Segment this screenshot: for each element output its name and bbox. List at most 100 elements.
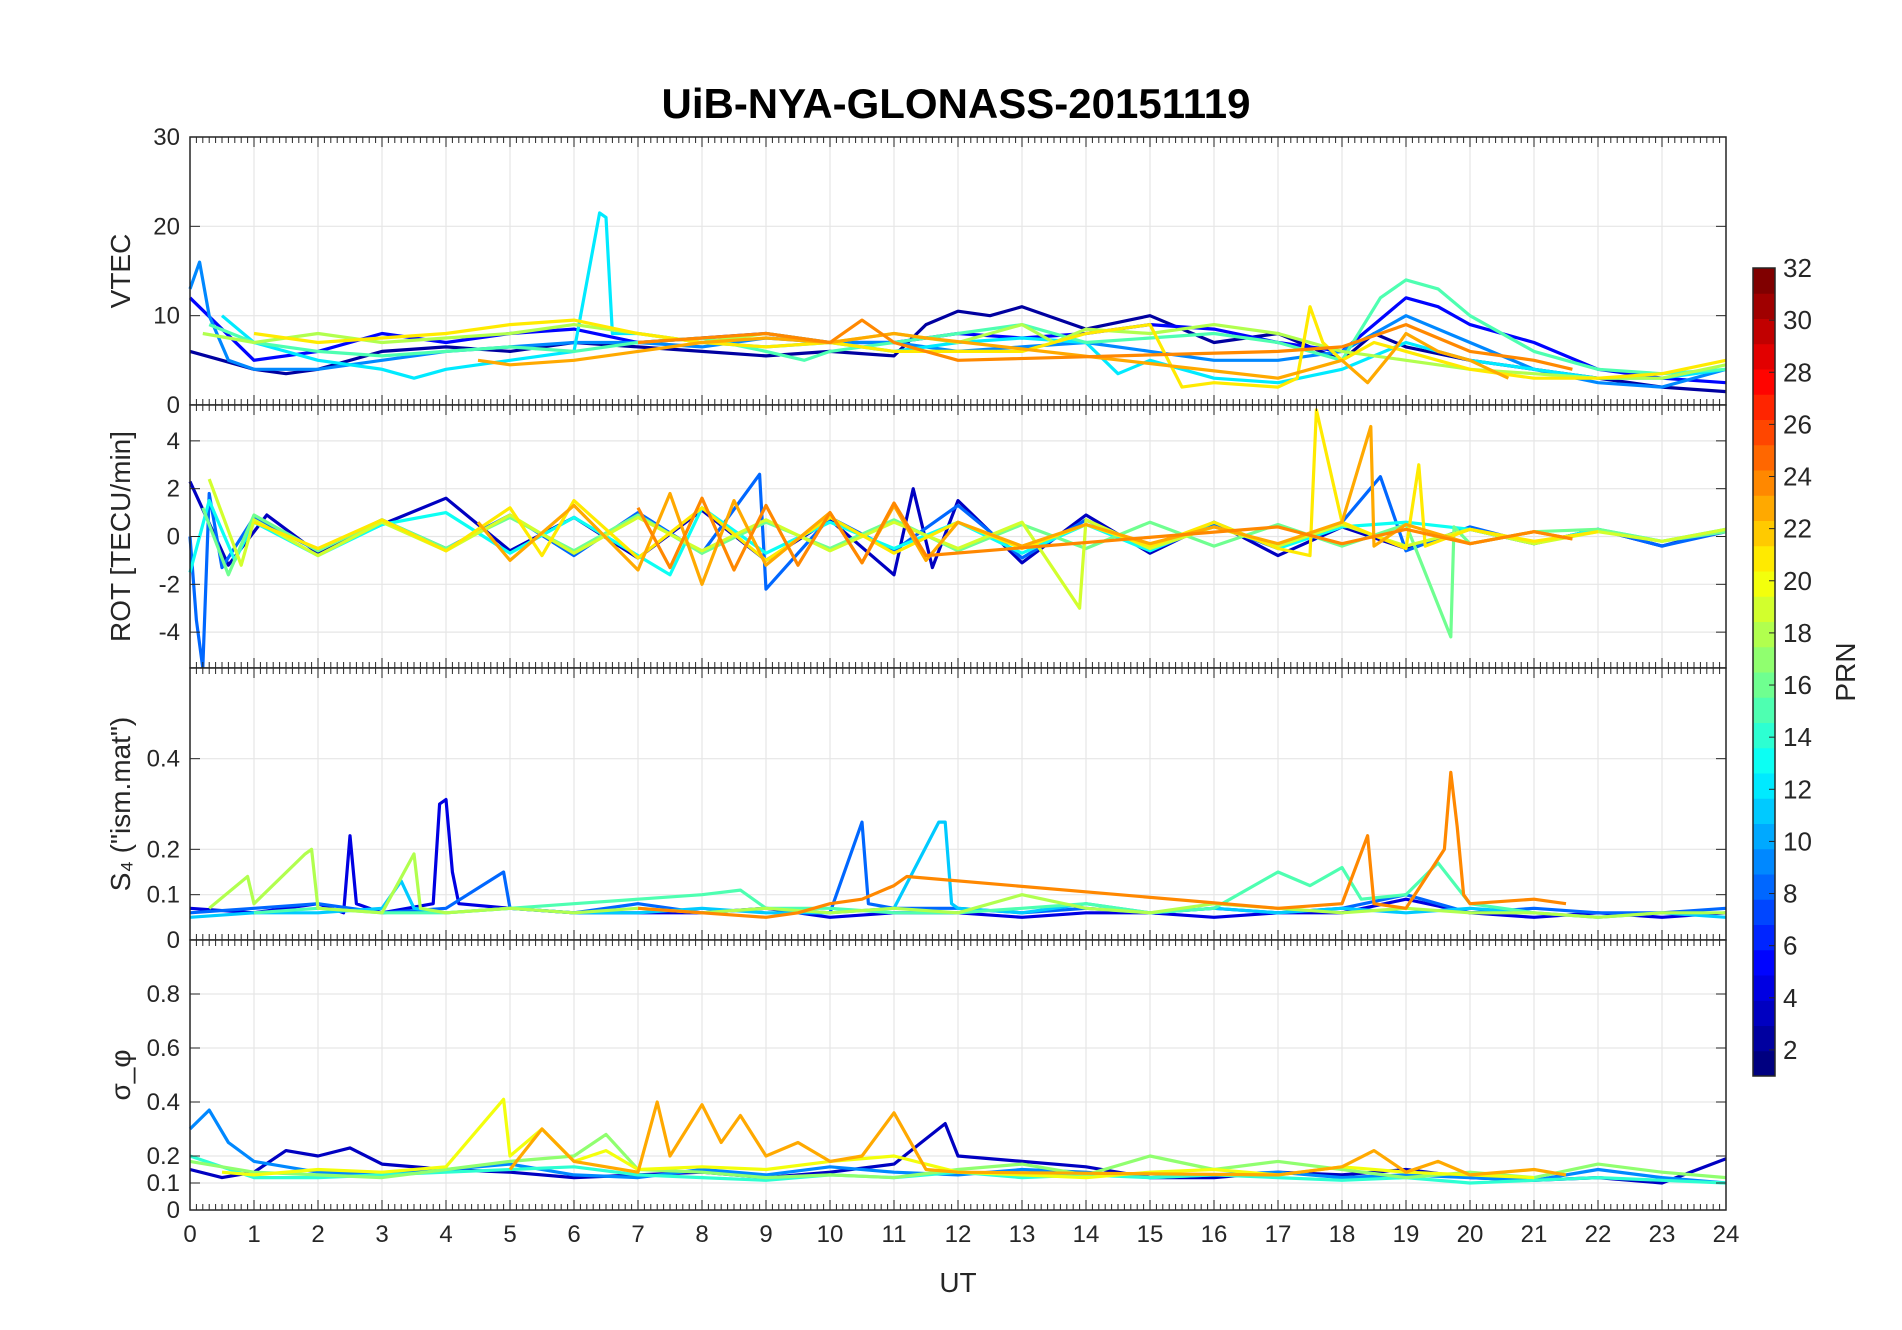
rot-ytick-label-2: 0 [167, 524, 180, 551]
sigma-phi-axes [189, 939, 1727, 1211]
colorbar-segment-16 [1753, 672, 1775, 698]
x-tick-label-20: 20 [1457, 1221, 1484, 1248]
colorbar-segment-27 [1753, 394, 1775, 420]
colorbar-segment-14 [1753, 722, 1775, 749]
vtec-series [188, 211, 1727, 394]
colorbar-segment-23 [1753, 495, 1775, 521]
vtec-ytick-label-1: 10 [153, 303, 180, 330]
panel-s4: 0 0.1 0.2 0.4 S₄ ("ism.mat") [105, 667, 1727, 954]
colorbar-segment-9 [1753, 848, 1775, 875]
vtec-series-prn-15 [208, 278, 1727, 376]
s4-ytick-label-2: 0.2 [147, 836, 180, 863]
vtec-y-label: VTEC [105, 234, 136, 309]
colorbar-segment-22 [1753, 520, 1775, 547]
vtec-series-prn-9 [188, 260, 1727, 389]
x-tick-label-10: 10 [817, 1221, 844, 1248]
sigma-phi-y-ticks: 00.10.2 0.4 0.6 0.8 [147, 981, 1726, 1224]
colorbar-tick-label-12: 12 [1783, 774, 1812, 804]
x-tick-label-23: 23 [1649, 1221, 1676, 1248]
colorbar-segment-19 [1753, 596, 1775, 622]
colorbar-segment-2 [1753, 1025, 1775, 1052]
x-tick-label-8: 8 [695, 1221, 708, 1248]
colorbar-segments [1753, 268, 1775, 1077]
colorbar-tick-label-20: 20 [1783, 566, 1812, 596]
rot-ytick-label-1: -2 [159, 571, 180, 598]
colorbar-segment-3 [1753, 1000, 1775, 1026]
colorbar-segment-21 [1753, 545, 1775, 572]
vtec-ytick-label-2: 20 [153, 213, 180, 240]
x-axis-ticks: 0 1 2 3 4 5 6 7 8 9 10 11 12 13 14 15 16 17 18 19 20 21 22 23 24 [183, 1221, 1739, 1248]
colorbar-segment-15 [1753, 697, 1775, 723]
colorbar-tick-label-16: 16 [1783, 670, 1812, 700]
x-tick-label-22: 22 [1585, 1221, 1612, 1248]
colorbar-segment-28 [1753, 369, 1775, 395]
x-tick-label-24: 24 [1713, 1221, 1740, 1248]
panel-vtec: 0 10 20 30 VTEC [105, 124, 1727, 419]
colorbar-tick-label-30: 30 [1783, 305, 1812, 335]
s4-ytick-label-1: 0.1 [147, 882, 180, 909]
sigma-phi-ytick-label-1: 0.1 [147, 1170, 180, 1197]
x-tick-label-9: 9 [759, 1221, 772, 1248]
s4-axes [189, 667, 1727, 941]
x-tick-label-18: 18 [1329, 1221, 1356, 1248]
colorbar-segment-10 [1753, 823, 1775, 850]
chart-title: UiB-NYA-GLONASS-20151119 [661, 80, 1250, 127]
colorbar-tick-label-4: 4 [1783, 983, 1797, 1013]
sigma-phi-ytick-label-4: 0.6 [147, 1035, 180, 1062]
colorbar-segment-11 [1753, 798, 1775, 824]
panel-rot: -4 -2 0 2 4 ROT [TECU/min] [105, 404, 1727, 670]
s4-ytick-label-0: 0 [167, 927, 180, 954]
colorbar-tick-label-8: 8 [1783, 879, 1797, 909]
x-tick-label-4: 4 [439, 1221, 452, 1248]
colorbar-frame [1752, 267, 1776, 1077]
x-tick-label-2: 2 [311, 1221, 324, 1248]
colorbar-segment-20 [1753, 571, 1775, 597]
vtec-y-ticks: 0 10 20 30 [153, 124, 1726, 419]
x-tick-label-12: 12 [945, 1221, 972, 1248]
x-tick-label-14: 14 [1073, 1221, 1100, 1248]
colorbar-segment-6 [1753, 924, 1775, 951]
colorbar-tick-label-18: 18 [1783, 618, 1812, 648]
colorbar-segment-26 [1753, 419, 1775, 446]
s4-series-prn-11 [189, 820, 1727, 919]
rot-y-label: ROT [TECU/min] [105, 431, 136, 642]
x-tick-label-3: 3 [375, 1221, 388, 1248]
sigma-phi-series-prn-9 [188, 1108, 1727, 1185]
s4-series-prn-24 [637, 770, 1567, 919]
colorbar-segment-17 [1753, 646, 1775, 673]
colorbar-segment-25 [1753, 444, 1775, 471]
s4-series-prn-8 [189, 820, 1727, 915]
colorbar-label: PRN [1830, 642, 1861, 701]
x-tick-label-13: 13 [1009, 1221, 1036, 1248]
colorbar-tick-label-24: 24 [1783, 462, 1812, 492]
s4-y-label: S₄ ("ism.mat") [105, 717, 136, 891]
sigma-phi-ytick-label-3: 0.4 [147, 1089, 180, 1116]
vtec-ytick-label-0: 0 [167, 392, 180, 419]
panel-sigma-phi: 00.10.2 0.4 0.6 0.8 σ_φ [105, 939, 1727, 1224]
colorbar-segment-4 [1753, 975, 1775, 1001]
colorbar-segment-29 [1753, 343, 1775, 370]
colorbar-tick-label-26: 26 [1783, 409, 1812, 439]
s4-ytick-label-3: 0.4 [147, 746, 180, 773]
sigma-phi-ytick-label-5: 0.8 [147, 981, 180, 1008]
x-tick-label-16: 16 [1201, 1221, 1228, 1248]
vtec-series-prn-24 [637, 318, 1573, 371]
colorbar-segment-12 [1753, 773, 1775, 799]
x-tick-label-6: 6 [567, 1221, 580, 1248]
x-tick-label-7: 7 [631, 1221, 644, 1248]
colorbar-segment-1 [1753, 1050, 1775, 1077]
sigma-phi-ytick-label-2: 0.2 [147, 1143, 180, 1170]
colorbar-tick-label-14: 14 [1783, 722, 1812, 752]
rot-ytick-label-3: 2 [167, 476, 180, 503]
x-tick-label-17: 17 [1265, 1221, 1292, 1248]
rot-series-prn-23 [476, 424, 1573, 586]
x-tick-label-1: 1 [247, 1221, 260, 1248]
rot-y-ticks: -4 -2 0 2 4 [159, 428, 1726, 646]
colorbar-tick-label-28: 28 [1783, 357, 1812, 387]
colorbar-segment-7 [1753, 899, 1775, 925]
colorbar-tick-label-32: 32 [1783, 253, 1812, 283]
x-tick-label-21: 21 [1521, 1221, 1548, 1248]
